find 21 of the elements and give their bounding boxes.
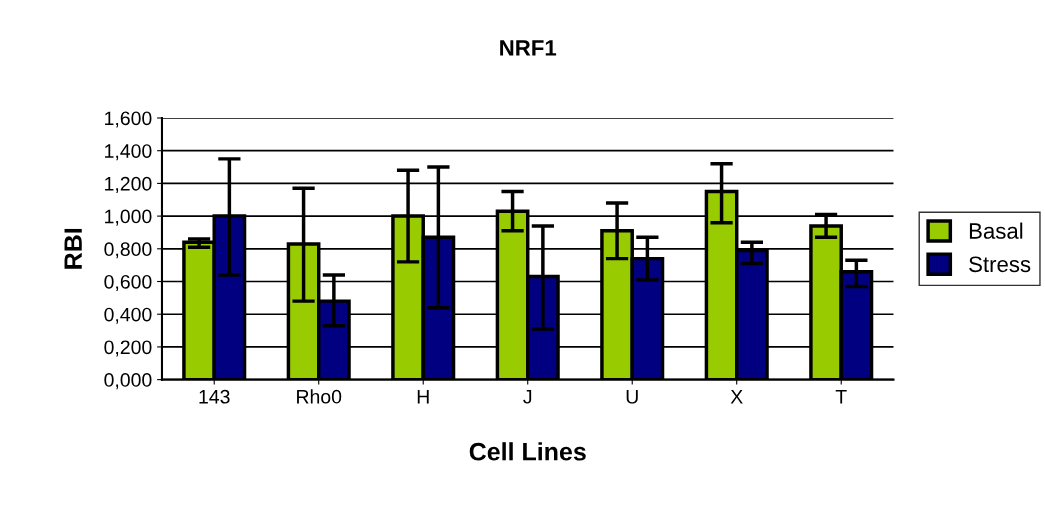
y-tick-label: 1,600	[105, 111, 152, 128]
x-tick-label: U	[626, 390, 638, 404]
x-tick-label: X	[730, 390, 743, 404]
x-tick-label: 143	[199, 389, 230, 404]
y-axis-title: RBI	[64, 228, 82, 269]
x-tick-label: Rho0	[297, 389, 342, 404]
y-tick-label: 0,200	[104, 340, 152, 357]
x-tick-label: J	[523, 390, 532, 404]
y-tick-label: 1,400	[105, 144, 152, 161]
y-tick-label: 1,000	[105, 209, 152, 226]
y-tick-label: 0,400	[104, 307, 152, 324]
y-tick-label: 0,600	[104, 274, 152, 292]
x-tick-label: H	[417, 390, 429, 404]
y-tick-label: 0,000	[104, 373, 152, 390]
legend-label: Stress	[969, 256, 1031, 273]
chart-title: NRF1	[500, 40, 557, 56]
x-tick-label: T	[835, 390, 847, 404]
y-tick-label: 0,800	[104, 242, 152, 259]
x-axis-title: Cell Lines	[469, 442, 586, 461]
legend-label: Basal	[969, 222, 1023, 239]
y-tick-label: 1,200	[105, 176, 152, 193]
